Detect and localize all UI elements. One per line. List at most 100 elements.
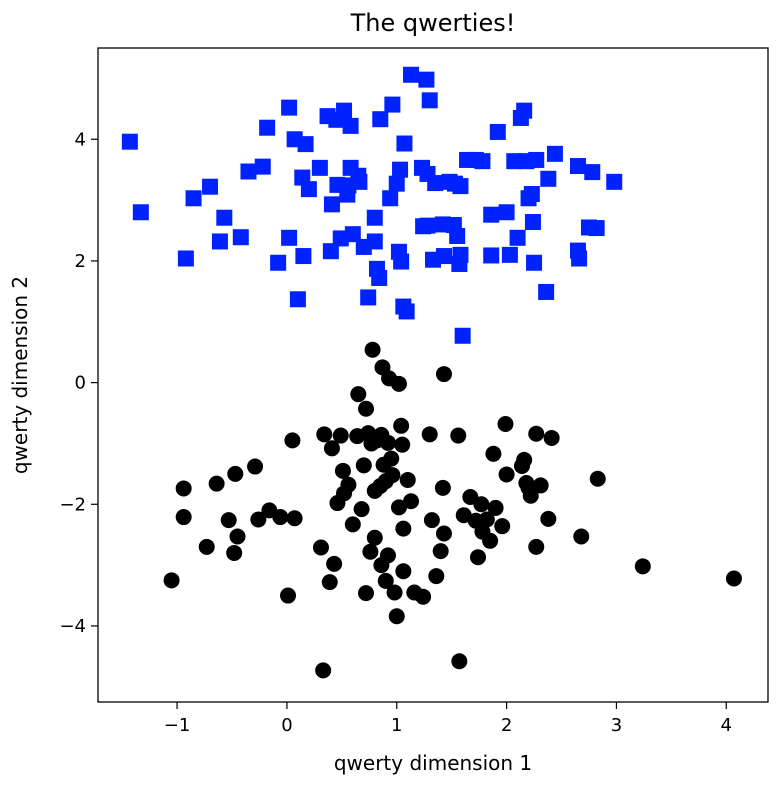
data-point <box>355 457 372 474</box>
data-point <box>478 511 495 528</box>
data-point <box>360 289 377 306</box>
data-point <box>259 119 276 136</box>
data-point <box>300 181 317 198</box>
data-point <box>498 466 515 483</box>
data-point <box>418 71 435 88</box>
y-tick-label: 4 <box>75 129 86 150</box>
data-point <box>270 254 287 271</box>
data-point <box>501 246 518 263</box>
data-point <box>451 653 468 670</box>
data-point <box>419 217 436 234</box>
data-point <box>449 227 466 244</box>
data-point <box>494 518 511 535</box>
data-point <box>470 549 487 566</box>
data-point <box>312 539 329 556</box>
data-point <box>396 135 413 152</box>
data-point <box>435 525 452 542</box>
data-point <box>383 450 400 467</box>
data-point <box>571 250 588 267</box>
data-point <box>421 426 438 443</box>
data-point <box>344 516 361 533</box>
data-point <box>281 99 298 116</box>
data-point <box>177 250 194 267</box>
data-point <box>323 440 340 457</box>
data-point <box>372 111 389 128</box>
data-point <box>454 327 471 344</box>
y-axis: −4 −2 0 2 4 <box>59 129 98 637</box>
data-point <box>483 247 500 264</box>
data-point <box>482 532 499 549</box>
data-point <box>526 254 543 271</box>
data-point <box>543 429 560 446</box>
y-tick-label: −4 <box>59 616 86 637</box>
data-point <box>569 158 586 175</box>
data-point <box>516 451 533 468</box>
data-point <box>528 151 545 168</box>
series-1 <box>163 341 742 679</box>
data-point <box>286 510 303 527</box>
data-point <box>216 209 233 226</box>
data-point <box>403 66 420 83</box>
data-point <box>455 507 472 524</box>
data-point <box>434 479 451 496</box>
y-tick-label: 0 <box>75 373 86 394</box>
data-point <box>254 158 271 175</box>
data-point <box>390 499 407 516</box>
y-tick-label: 2 <box>75 251 86 272</box>
data-point <box>240 163 257 180</box>
data-point <box>386 584 403 601</box>
data-point <box>297 136 314 153</box>
data-point <box>423 512 440 529</box>
data-point <box>584 164 601 181</box>
data-point <box>524 213 541 230</box>
data-point <box>538 283 555 300</box>
data-point <box>573 528 590 545</box>
data-point <box>226 544 243 561</box>
data-point <box>390 375 407 392</box>
data-point <box>474 153 491 170</box>
x-tick-label: 3 <box>611 715 622 736</box>
data-point <box>546 145 563 162</box>
plot-area <box>121 66 742 679</box>
data-point <box>284 432 301 449</box>
data-point <box>394 436 411 453</box>
data-point <box>211 233 228 250</box>
data-point <box>532 477 549 494</box>
data-point <box>428 568 445 585</box>
data-point <box>332 427 349 444</box>
data-point <box>506 153 523 170</box>
data-point <box>272 509 289 526</box>
data-point <box>208 475 225 492</box>
data-point <box>202 178 219 195</box>
data-point <box>334 462 351 479</box>
data-point <box>382 190 399 207</box>
x-axis: −1 0 1 2 3 4 <box>164 702 732 736</box>
data-point <box>342 117 359 134</box>
data-point <box>427 175 444 192</box>
data-point <box>227 465 244 482</box>
data-point <box>364 341 381 358</box>
data-point <box>589 470 606 487</box>
data-point <box>435 366 452 383</box>
x-tick-label: 2 <box>501 715 512 736</box>
data-point <box>435 248 452 265</box>
data-point <box>432 543 449 560</box>
data-point <box>421 92 438 109</box>
data-point <box>388 608 405 625</box>
plot-frame <box>97 47 769 703</box>
data-point <box>516 102 533 119</box>
data-point <box>377 572 394 589</box>
data-point <box>384 96 401 113</box>
data-point <box>322 243 339 260</box>
data-point <box>450 427 467 444</box>
x-tick-label: 0 <box>281 715 292 736</box>
data-point <box>540 170 557 187</box>
data-point <box>323 196 340 213</box>
data-point <box>392 161 409 178</box>
data-point <box>321 574 338 591</box>
data-point <box>528 538 545 555</box>
x-tick-label: −1 <box>164 715 191 736</box>
data-point <box>528 425 545 442</box>
